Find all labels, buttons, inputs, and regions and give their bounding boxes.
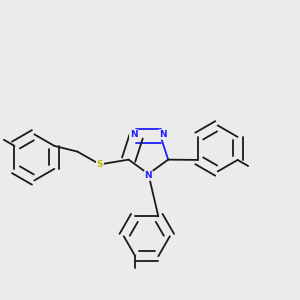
- Text: S: S: [97, 160, 103, 169]
- Text: N: N: [159, 130, 167, 139]
- Text: N: N: [130, 130, 137, 139]
- Text: N: N: [145, 171, 152, 180]
